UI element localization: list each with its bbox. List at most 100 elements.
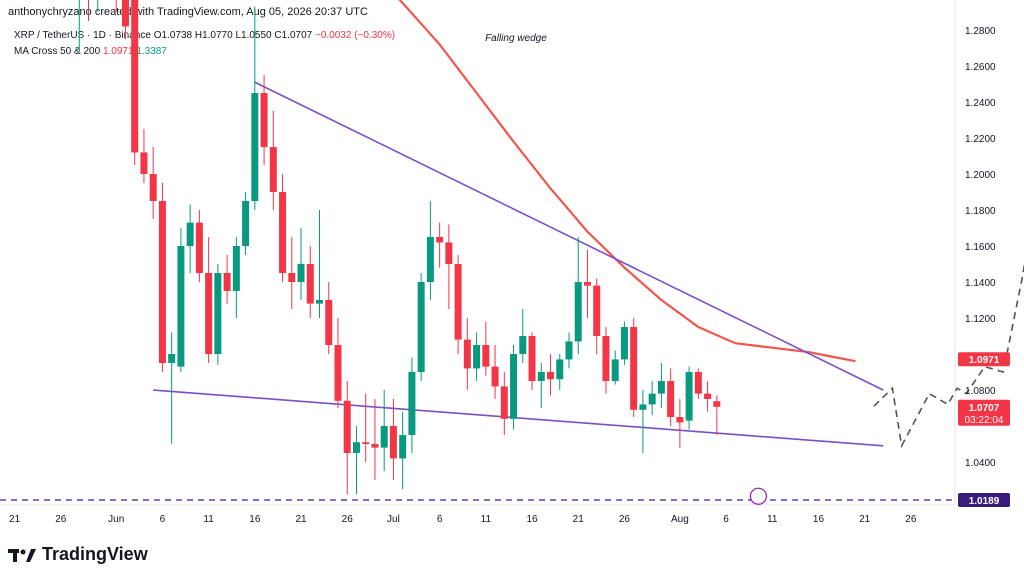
candle-body — [639, 404, 647, 410]
candle-body — [195, 222, 203, 274]
candle-body — [325, 300, 333, 346]
wedge-lower-trendline — [153, 389, 884, 447]
candle-body — [491, 366, 499, 387]
time-tick-label: 11 — [767, 514, 778, 525]
time-tick-label: Jul — [387, 514, 400, 525]
candle-body — [611, 359, 619, 382]
candle-body — [121, 0, 129, 27]
price-tag-value: 1.0189 — [969, 496, 1000, 507]
price-tag-value: 1.0707 — [969, 403, 1000, 414]
candle-body — [371, 444, 379, 448]
indicator-name: MA Cross 50 & 200 — [14, 46, 101, 57]
time-tick-label: 26 — [619, 514, 631, 525]
price-tick-label: 1.2400 — [965, 98, 996, 109]
price-tag — [958, 399, 1010, 426]
price-tick-label: 1.2200 — [965, 134, 996, 145]
candle-body — [131, 0, 139, 153]
candle-body — [205, 273, 213, 355]
symbol-name[interactable]: XRP / TetherUS · 1D · Binance — [14, 30, 151, 41]
ohlc-change: −0.0032 (−0.30%) — [314, 30, 396, 41]
candle-body — [685, 372, 693, 421]
candle-body — [463, 339, 471, 369]
candle-body — [537, 372, 545, 382]
indicator-legend[interactable]: MA Cross 50 & 200 1.0971 1.3387 — [14, 46, 167, 57]
candle-body — [426, 237, 434, 283]
candle-body — [694, 372, 702, 394]
candle-body — [408, 372, 416, 436]
time-tick-label: Jun — [108, 514, 124, 525]
time-tick-label: Aug — [671, 514, 689, 525]
falling-wedge-label: Falling wedge — [485, 33, 547, 44]
ohlc-high: H1.0770 — [194, 30, 233, 41]
price-tick-label: 1.1200 — [965, 314, 996, 325]
symbol-legend: XRP / TetherUS · 1D · Binance O1.0738 H1… — [14, 30, 395, 41]
time-tick-label: 21 — [859, 514, 871, 525]
price-tick-label: 1.1400 — [965, 278, 996, 289]
candle-body — [482, 345, 490, 367]
candle-body — [417, 282, 425, 373]
time-tick-label: 6 — [723, 514, 729, 525]
time-tick-label: 16 — [249, 514, 261, 525]
candle-body — [676, 417, 684, 423]
candle-body — [334, 345, 342, 401]
bar-countdown: 03:22:04 — [965, 415, 1004, 426]
time-tick-label: 6 — [437, 514, 443, 525]
time-tick-label: 16 — [813, 514, 825, 525]
candle-body — [352, 442, 360, 454]
price-tag — [958, 493, 1010, 507]
candle-body — [316, 300, 324, 304]
candle-body — [547, 372, 555, 380]
candle-body — [519, 336, 527, 355]
candle-body — [704, 393, 712, 400]
time-tick-label: 21 — [9, 514, 21, 525]
price-tick-label: 1.2600 — [965, 62, 996, 73]
candle-body — [473, 345, 481, 369]
candle-body — [279, 192, 287, 274]
price-tick-label: 1.2000 — [965, 170, 996, 181]
candle-body — [528, 336, 536, 382]
candle-body — [362, 442, 370, 445]
candle-body — [297, 264, 305, 283]
candle-body — [343, 400, 351, 454]
time-tick-label: 11 — [203, 514, 214, 525]
candle-body — [380, 426, 388, 448]
candle-body — [158, 201, 166, 364]
candle-body — [269, 147, 277, 193]
ohlc-close: C1.0707 — [274, 30, 313, 41]
tradingview-logo[interactable]: TradingView — [8, 544, 148, 565]
ma200-value: 1.3387 — [136, 46, 167, 57]
tradingview-logo-icon — [8, 548, 36, 562]
ohlc-low: L1.0550 — [235, 30, 272, 41]
time-tick-label: 16 — [526, 514, 538, 525]
candle-body — [223, 273, 231, 292]
time-tick-label: 21 — [573, 514, 585, 525]
price-tick-label: 1.1800 — [965, 206, 996, 217]
time-tick-label: 26 — [905, 514, 917, 525]
time-tick-label: 26 — [55, 514, 67, 525]
price-tick-label: 1.1600 — [965, 242, 996, 253]
candle-body — [593, 285, 601, 337]
candle-body — [186, 222, 194, 247]
time-tick-label: 26 — [342, 514, 354, 525]
breakout-projection — [873, 262, 1024, 449]
event-icon — [749, 487, 768, 505]
candle-body — [667, 381, 675, 418]
candle-body — [602, 336, 610, 382]
candle-body — [232, 246, 240, 292]
candle-body — [500, 386, 508, 419]
ma50-value: 1.0971 — [102, 46, 134, 57]
candle-body — [399, 435, 407, 459]
candle-body — [510, 354, 518, 419]
candle-body — [140, 152, 148, 175]
wedge-upper-trendline — [254, 81, 884, 391]
candle-body — [556, 359, 564, 380]
price-tick-label: 1.2800 — [965, 26, 996, 37]
candle-body — [436, 237, 444, 243]
tradingview-logo-text: TradingView — [42, 544, 148, 564]
candle-body — [260, 93, 268, 148]
time-tick-label: 11 — [481, 514, 492, 525]
candle-body — [565, 341, 573, 360]
candle-body — [630, 327, 638, 410]
candle-body — [306, 264, 314, 304]
price-chart[interactable]: 1.3000 1.2800 1.2600 1.2400 1.2200 1.2000 1.18… — [0, 0, 1024, 540]
